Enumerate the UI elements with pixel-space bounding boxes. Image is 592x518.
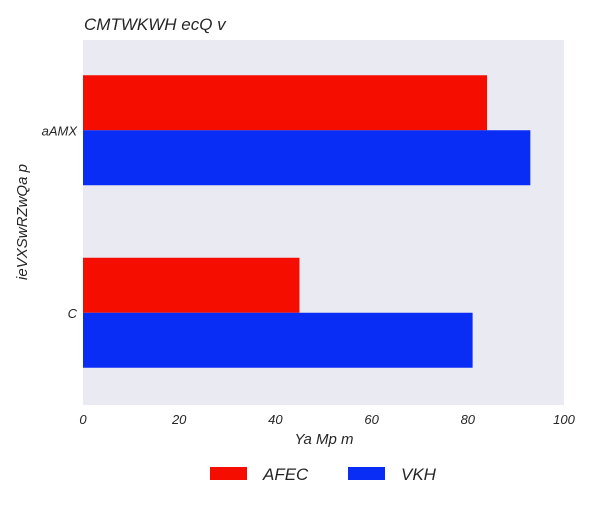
legend-swatch (348, 467, 385, 480)
legend-label: AFEC (262, 465, 309, 484)
chart-title: CMTWKWH ecQ v (84, 15, 227, 34)
bar-afec-aamx (83, 75, 488, 131)
y-tick-label: C (68, 306, 78, 321)
x-tick-label: 100 (553, 412, 575, 427)
y-tick-label: aAMX (42, 123, 79, 138)
bar-afec-c (83, 257, 300, 313)
bar-vkh-aamx (83, 130, 531, 186)
y-axis-label: ieVXSwRZwQa p (14, 164, 31, 280)
x-tick-label: 60 (364, 412, 379, 427)
y-tick-labels: aAMX C (42, 123, 79, 321)
legend-swatch (210, 467, 247, 480)
legend-item-afec[interactable]: AFEC (210, 465, 309, 484)
x-tick-label: 20 (171, 412, 187, 427)
legend[interactable]: AFEC VKH (210, 465, 437, 484)
legend-label: VKH (401, 465, 437, 484)
x-axis-label: Ya Mp m (295, 431, 354, 448)
x-tick-label: 0 (79, 412, 87, 427)
x-tick-labels: 0 20 40 60 80 100 (79, 412, 575, 427)
legend-item-vkh[interactable]: VKH (348, 465, 437, 484)
x-tick-label: 40 (268, 412, 283, 427)
bar-vkh-c (83, 312, 473, 368)
bars-layer (83, 75, 531, 368)
x-tick-label: 80 (461, 412, 476, 427)
